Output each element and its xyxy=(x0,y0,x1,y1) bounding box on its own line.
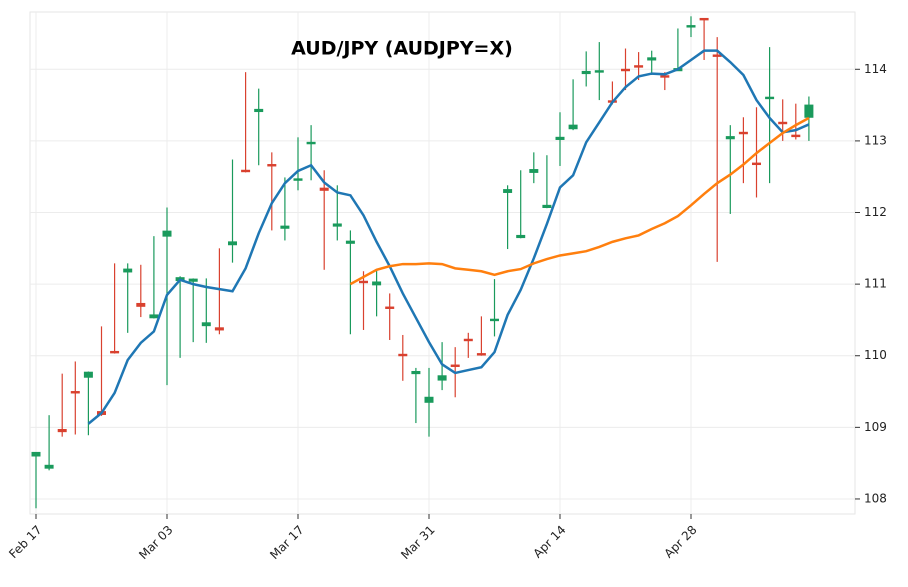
candle-body xyxy=(162,230,172,237)
candle-body xyxy=(699,17,709,21)
candle-body xyxy=(647,57,657,61)
candle-body xyxy=(201,322,211,327)
candle-body xyxy=(70,391,80,394)
candle-body xyxy=(450,364,460,367)
candle-body xyxy=(804,104,814,118)
candle-body xyxy=(228,241,237,246)
candle-body xyxy=(476,353,486,356)
candle-body xyxy=(686,25,696,28)
candle-body xyxy=(424,396,434,403)
candle-body xyxy=(398,353,408,357)
moving-average-line xyxy=(87,49,810,425)
candle-body xyxy=(332,223,342,227)
moving-average-line xyxy=(349,116,810,286)
candle-body xyxy=(149,314,159,319)
candle-body xyxy=(385,306,395,309)
candle-body xyxy=(280,225,290,229)
candle-body xyxy=(490,318,499,322)
candle-body xyxy=(437,375,447,381)
candle-body xyxy=(765,96,775,100)
candle-body xyxy=(568,124,578,130)
candle-body xyxy=(214,327,224,331)
x-tick-label: Apr 14 xyxy=(531,523,569,561)
candle-body xyxy=(791,134,801,138)
candle-body xyxy=(725,136,735,140)
candle-body xyxy=(31,451,41,457)
candle-body xyxy=(411,370,421,375)
candle-body xyxy=(188,278,198,282)
candle-body xyxy=(319,187,329,191)
x-tick-label: Mar 17 xyxy=(267,523,306,562)
candle-body xyxy=(306,141,316,145)
x-tick-label: Mar 31 xyxy=(398,523,437,562)
candle-body xyxy=(712,54,722,57)
candle-body xyxy=(136,302,146,307)
candle-body xyxy=(463,338,473,342)
candle-body xyxy=(359,280,368,284)
candle-body xyxy=(555,136,565,140)
x-tick-label: Mar 03 xyxy=(136,523,175,562)
candle-body xyxy=(241,169,251,173)
candle-body xyxy=(594,70,604,73)
y-tick-label: 113 xyxy=(864,133,887,147)
candle-body xyxy=(293,178,303,181)
candle-body xyxy=(581,70,591,75)
candle-body xyxy=(110,350,120,354)
x-tick-label: Feb 17 xyxy=(6,523,44,561)
chart-title: AUD/JPY (AUDJPY=X) xyxy=(291,38,513,60)
y-tick-label: 112 xyxy=(864,205,887,219)
y-tick-label: 110 xyxy=(864,348,887,362)
y-tick-label: 109 xyxy=(864,420,887,434)
candle-body xyxy=(44,464,54,469)
candle-body xyxy=(503,189,513,193)
y-tick-label: 108 xyxy=(864,491,887,505)
candle-body xyxy=(123,268,133,273)
candle-body xyxy=(83,371,93,378)
candle-body xyxy=(778,121,788,125)
candle-body xyxy=(738,131,748,135)
x-tick-label: Apr 28 xyxy=(662,523,700,561)
candle-body xyxy=(752,162,761,166)
candle-body xyxy=(516,234,526,239)
candle-body xyxy=(621,68,630,72)
y-tick-label: 111 xyxy=(864,277,887,291)
candle-body xyxy=(529,169,539,173)
y-tick-label: 114 xyxy=(864,62,887,76)
candle-body xyxy=(372,281,382,286)
candle-body xyxy=(345,240,355,244)
candle-body xyxy=(660,75,670,78)
candle-body xyxy=(267,164,277,167)
candle-body xyxy=(57,428,67,433)
candle-body xyxy=(542,204,552,209)
candle-body xyxy=(634,65,644,68)
candle-body xyxy=(254,108,264,113)
marks xyxy=(31,16,814,509)
